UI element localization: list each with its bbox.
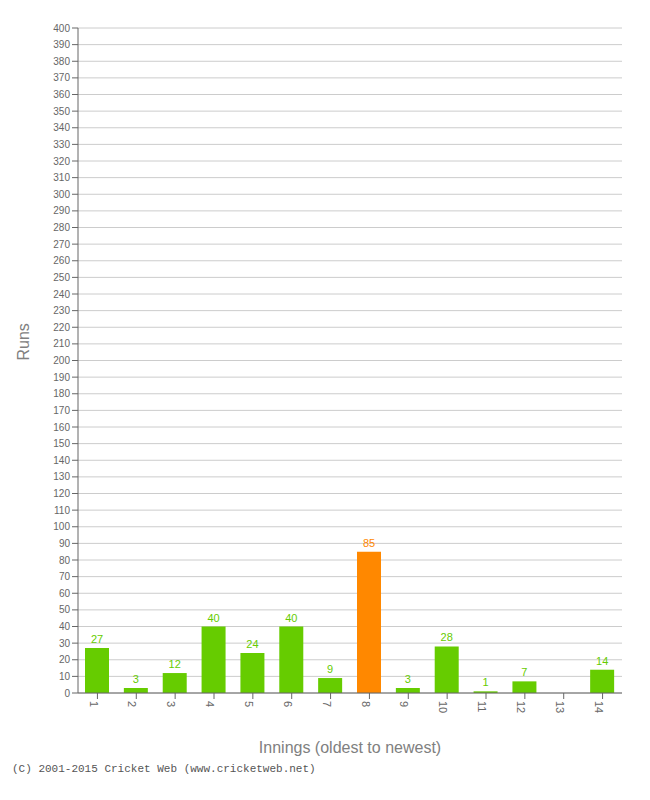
svg-text:130: 130 xyxy=(53,471,70,482)
svg-text:150: 150 xyxy=(53,438,70,449)
svg-text:9: 9 xyxy=(327,663,333,675)
svg-text:40: 40 xyxy=(285,612,297,624)
svg-text:10: 10 xyxy=(59,671,71,682)
svg-text:1: 1 xyxy=(88,701,100,707)
svg-text:310: 310 xyxy=(53,172,70,183)
svg-text:40: 40 xyxy=(59,621,71,632)
svg-text:260: 260 xyxy=(53,255,70,266)
svg-text:280: 280 xyxy=(53,222,70,233)
svg-text:24: 24 xyxy=(246,638,258,650)
svg-text:7: 7 xyxy=(521,666,527,678)
svg-text:27: 27 xyxy=(91,633,103,645)
svg-text:270: 270 xyxy=(53,239,70,250)
svg-text:180: 180 xyxy=(53,388,70,399)
svg-text:60: 60 xyxy=(59,588,71,599)
svg-text:120: 120 xyxy=(53,488,70,499)
svg-text:12: 12 xyxy=(515,701,527,713)
svg-text:340: 340 xyxy=(53,122,70,133)
svg-text:12: 12 xyxy=(169,658,181,670)
svg-text:360: 360 xyxy=(53,89,70,100)
svg-text:330: 330 xyxy=(53,139,70,150)
svg-text:170: 170 xyxy=(53,405,70,416)
svg-text:250: 250 xyxy=(53,272,70,283)
svg-text:14: 14 xyxy=(596,655,608,667)
svg-text:200: 200 xyxy=(53,355,70,366)
svg-text:210: 210 xyxy=(53,338,70,349)
svg-text:6: 6 xyxy=(282,701,294,707)
svg-text:20: 20 xyxy=(59,654,71,665)
svg-text:3: 3 xyxy=(405,673,411,685)
svg-text:5: 5 xyxy=(243,701,255,707)
svg-text:290: 290 xyxy=(53,205,70,216)
svg-text:4: 4 xyxy=(204,701,216,707)
svg-text:110: 110 xyxy=(54,505,70,516)
svg-text:50: 50 xyxy=(59,604,71,615)
svg-text:100: 100 xyxy=(53,521,70,532)
svg-text:8: 8 xyxy=(360,701,372,707)
svg-text:9: 9 xyxy=(398,701,410,707)
svg-text:400: 400 xyxy=(53,23,70,34)
svg-text:28: 28 xyxy=(441,631,453,643)
html-text:(C) 2001-2015 Cricket Web (www: (C) 2001-2015 Cricket Web (www.cricketwe… xyxy=(12,763,316,775)
svg-text:160: 160 xyxy=(53,422,70,433)
svg-text:85: 85 xyxy=(363,537,375,549)
svg-text:80: 80 xyxy=(59,555,71,566)
svg-text:90: 90 xyxy=(59,538,71,549)
svg-text:240: 240 xyxy=(53,289,70,300)
svg-text:14: 14 xyxy=(593,701,605,713)
svg-text:0: 0 xyxy=(64,688,70,699)
svg-text:2: 2 xyxy=(126,701,138,707)
svg-text:350: 350 xyxy=(53,106,70,117)
svg-text:7: 7 xyxy=(321,701,333,707)
svg-text:10: 10 xyxy=(437,701,449,713)
svg-text:380: 380 xyxy=(53,56,70,67)
svg-text:Runs: Runs xyxy=(15,323,32,360)
svg-text:370: 370 xyxy=(53,72,70,83)
svg-text:140: 140 xyxy=(53,455,70,466)
svg-text:190: 190 xyxy=(53,372,70,383)
svg-text:11: 11 xyxy=(476,701,488,712)
svg-text:13: 13 xyxy=(554,701,566,713)
svg-text:30: 30 xyxy=(59,638,71,649)
svg-text:1: 1 xyxy=(483,676,489,688)
svg-text:230: 230 xyxy=(53,305,70,316)
svg-text:3: 3 xyxy=(165,701,177,707)
svg-text:320: 320 xyxy=(53,156,70,167)
svg-text:40: 40 xyxy=(207,612,219,624)
svg-text:3: 3 xyxy=(133,673,139,685)
svg-text:390: 390 xyxy=(53,39,70,50)
svg-text:220: 220 xyxy=(53,322,70,333)
svg-text:300: 300 xyxy=(53,189,70,200)
svg-text:70: 70 xyxy=(59,571,71,582)
svg-text:Innings (oldest to newest): Innings (oldest to newest) xyxy=(259,739,441,756)
